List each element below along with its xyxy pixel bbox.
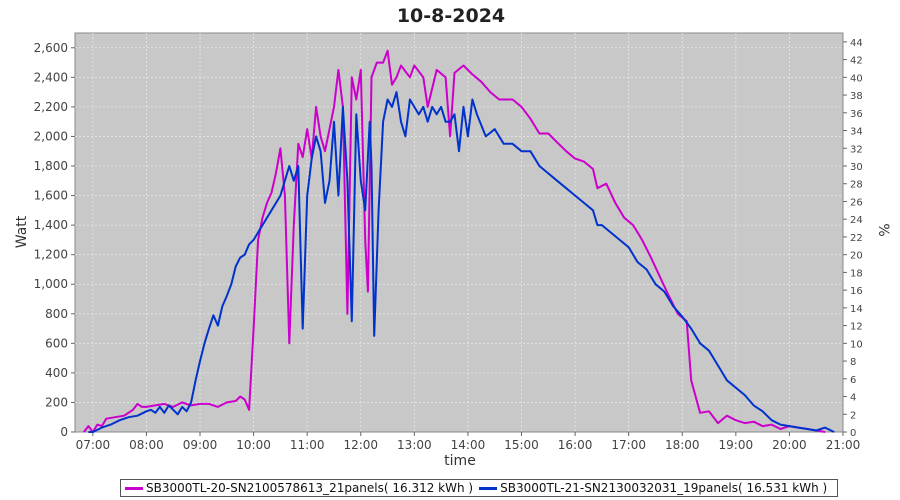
y-tick-label: 1,800 xyxy=(34,159,68,173)
y-tick-label: 2,600 xyxy=(34,41,68,55)
y2-tick-label: 36 xyxy=(850,109,863,120)
legend-label: SB3000TL-21-SN2130032031_19panels( 16.53… xyxy=(500,481,828,495)
y2-tick-label: 24 xyxy=(850,215,863,226)
y2-tick-label: 30 xyxy=(850,162,863,173)
y-tick-label: 2,400 xyxy=(34,70,68,84)
y-tick-label: 1,000 xyxy=(34,277,68,291)
y-tick-label: 1,400 xyxy=(34,218,68,232)
x-tick-label: 18:00 xyxy=(665,438,700,452)
x-tick-label: 09:00 xyxy=(183,438,218,452)
x-axis-label: time xyxy=(444,453,476,469)
y2-tick-label: 14 xyxy=(850,304,863,315)
y-tick-label: 200 xyxy=(45,395,68,409)
legend-label: SB3000TL-20-SN2100578613_21panels( 16.31… xyxy=(146,481,474,495)
x-tick-label: 15:00 xyxy=(504,438,539,452)
y-tick-label: 1,600 xyxy=(34,189,68,203)
legend-item-1: SB3000TL-20-SN2100578613_21panels( 16.31… xyxy=(125,481,473,495)
legend-swatch xyxy=(479,486,498,490)
y-tick-label: 2,000 xyxy=(34,129,68,143)
y2-tick-label: 18 xyxy=(850,268,863,279)
legend-item-2: SB3000TL-21-SN2130032031_19panels( 16.53… xyxy=(479,481,827,495)
series-line-2 xyxy=(88,91,835,433)
y2-tick-label: 34 xyxy=(850,127,863,138)
x-tick-label: 11:00 xyxy=(290,438,325,452)
y-tick-label: 2,200 xyxy=(34,100,68,114)
y2-tick-label: 32 xyxy=(850,144,863,155)
y-tick-label: 600 xyxy=(45,336,68,350)
y-axis-left: 0 200 400 600 800 1,000 1,200 1,400 1,600 1,800 2,… xyxy=(34,41,75,439)
y2-tick-label: 6 xyxy=(850,375,856,386)
x-tick-label: 10:00 xyxy=(236,438,271,452)
y-tick-label: 0 xyxy=(60,425,68,439)
y2-tick-label: 40 xyxy=(850,73,863,84)
y2-tick-label: 8 xyxy=(850,357,856,368)
y2-tick-label: 28 xyxy=(850,180,863,191)
y2-tick-label: 0 xyxy=(850,428,856,439)
series-line-1 xyxy=(83,49,826,433)
y-axis-label: Watt xyxy=(14,215,30,248)
x-axis: 07:00 08:00 09:00 10:00 11:00 12:00 13:00 14:00… xyxy=(76,432,861,452)
y2-tick-label: 12 xyxy=(850,322,863,333)
series-group xyxy=(83,49,835,433)
x-tick-label: 14:00 xyxy=(451,438,486,452)
x-tick-label: 20:00 xyxy=(772,438,807,452)
y-tick-label: 1,200 xyxy=(34,248,68,262)
y2-tick-label: 10 xyxy=(850,339,863,350)
x-tick-label: 08:00 xyxy=(129,438,164,452)
y2-tick-label: 22 xyxy=(850,233,863,244)
y2-tick-label: 38 xyxy=(850,91,863,102)
y-axis-right: 0246810121416182022242628303234363840424… xyxy=(843,38,863,439)
y2-axis-label: % xyxy=(875,223,891,236)
x-tick-label: 13:00 xyxy=(397,438,432,452)
x-tick-label: 21:00 xyxy=(826,438,861,452)
y-tick-label: 400 xyxy=(45,366,68,380)
y2-tick-label: 42 xyxy=(850,56,863,67)
y2-tick-label: 44 xyxy=(850,38,863,49)
x-tick-label: 12:00 xyxy=(343,438,378,452)
y2-tick-label: 16 xyxy=(850,286,863,297)
y2-tick-label: 2 xyxy=(850,410,856,421)
x-tick-label: 17:00 xyxy=(611,438,646,452)
y-tick-label: 800 xyxy=(45,307,68,321)
y2-tick-label: 26 xyxy=(850,197,863,208)
y2-tick-label: 20 xyxy=(850,251,863,262)
y2-tick-label: 4 xyxy=(850,393,856,404)
legend-swatch xyxy=(125,486,143,490)
x-tick-label: 19:00 xyxy=(719,438,754,452)
x-tick-label: 16:00 xyxy=(558,438,593,452)
chart-title: 10-8-2024 xyxy=(397,5,505,27)
grid xyxy=(75,33,843,432)
legend: SB3000TL-20-SN2100578613_21panels( 16.31… xyxy=(120,479,839,497)
x-tick-label: 07:00 xyxy=(76,438,111,452)
plot-area xyxy=(74,32,844,433)
